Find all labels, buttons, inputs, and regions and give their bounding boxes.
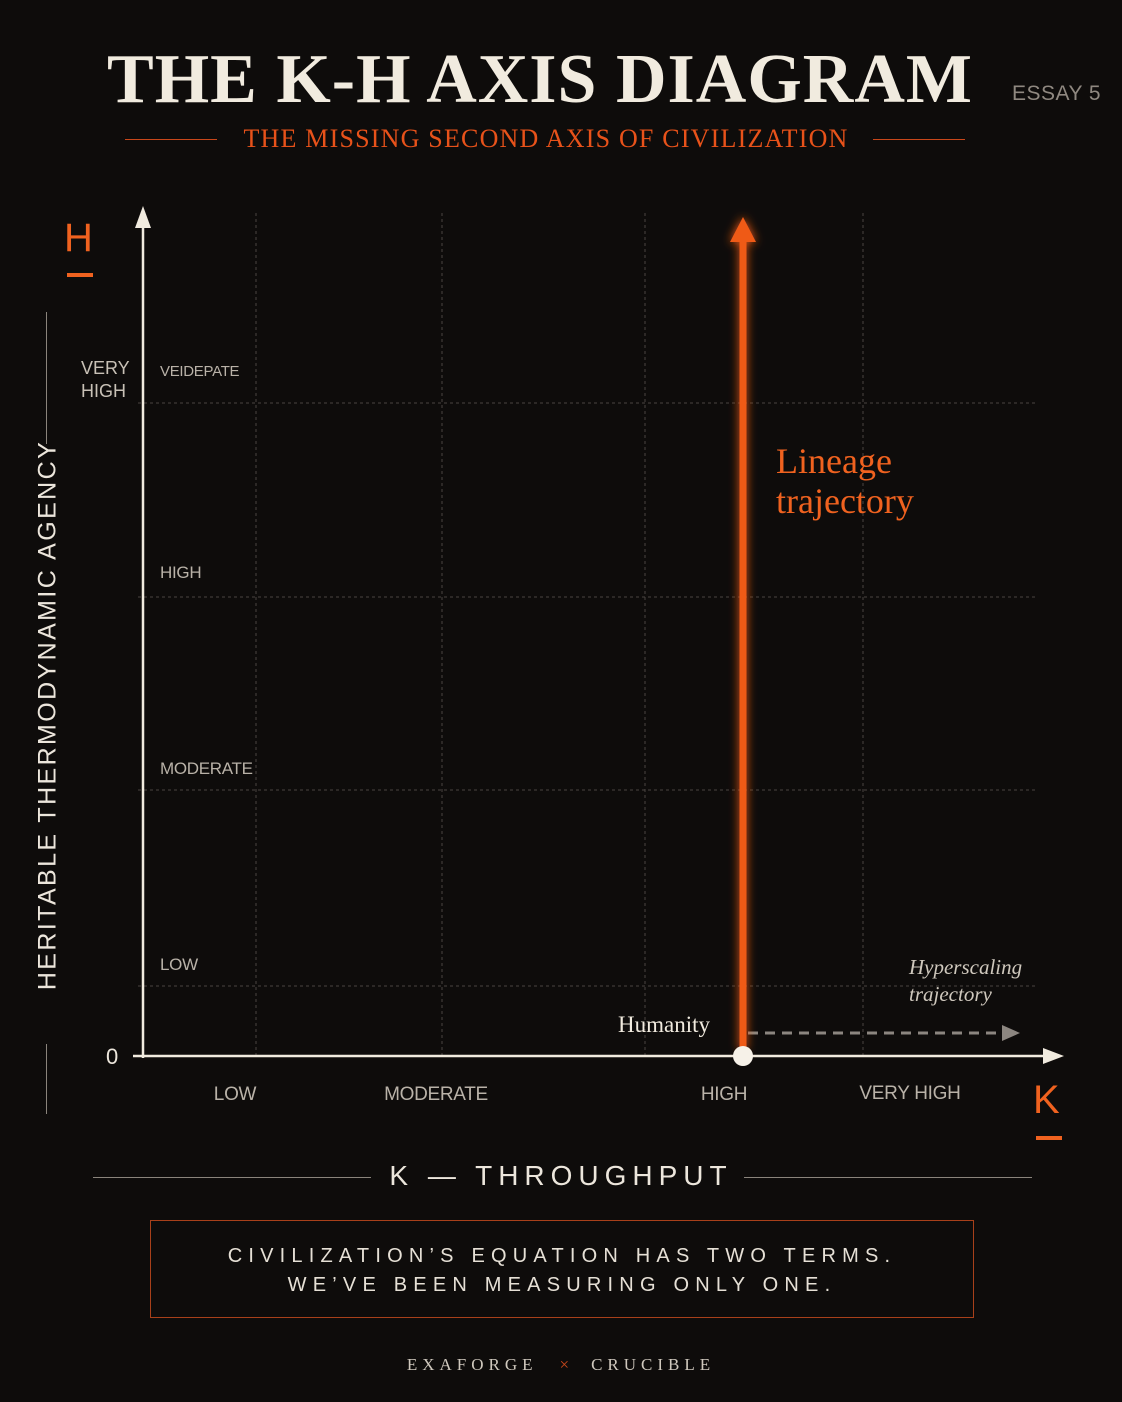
vertical-grid <box>255 213 864 1055</box>
lineage-trajectory <box>730 217 756 1050</box>
x-label-rule-right <box>744 1177 1032 1178</box>
h-axis-symbol: H <box>64 216 93 260</box>
y-axis-arrow <box>135 206 151 228</box>
page-title: THE K-H AXIS DIAGRAM <box>107 41 973 118</box>
k-axis-symbol: K <box>1033 1078 1060 1122</box>
y-label-rule-bottom <box>46 1044 47 1114</box>
y-label-rule-top <box>46 312 47 444</box>
lineage-label-line1: Lineage <box>776 441 892 481</box>
hyper-label-line2: trajectory <box>909 982 992 1006</box>
y-tick-very-high: VERY HIGH <box>81 358 130 401</box>
hyperscaling-arrow <box>1002 1025 1020 1041</box>
hyper-label-line1: Hyperscaling <box>909 955 1023 979</box>
humanity-label: Humanity <box>618 1012 710 1037</box>
lineage-label-line2: trajectory <box>776 481 914 521</box>
footer-crucible: CRUCIBLE <box>591 1355 716 1374</box>
x-label-rule-left <box>93 1177 371 1178</box>
y-tick-moderate: MODERATE <box>160 759 253 778</box>
x-tick-low: LOW <box>213 1084 257 1105</box>
x-axis-title: K — THROUGHPUT <box>389 1160 733 1191</box>
footer-exaforge: EXAFORGE <box>406 1355 538 1374</box>
y-axis-title-wrap: HERITABLE THERMODYNAMIC AGENCY <box>28 300 68 1130</box>
y-tick-low: LOW <box>160 955 198 974</box>
subtitle-rule-right <box>873 139 965 140</box>
h-symbol-underline <box>67 273 93 277</box>
humanity-point <box>733 1046 753 1066</box>
y-axis-title: HERITABLE THERMODYNAMIC AGENCY <box>33 439 62 991</box>
lineage-trajectory-label: Lineage trajectory <box>776 441 914 521</box>
footer-separator: × <box>559 1355 570 1374</box>
tagline-line1: CIVILIZATION’S EQUATION HAS TWO TERMS. <box>227 1245 897 1267</box>
x-tick-high: HIGH <box>700 1084 748 1105</box>
lineage-arrow <box>730 217 756 242</box>
tagline-box: CIVILIZATION’S EQUATION HAS TWO TERMS. W… <box>150 1220 974 1318</box>
origin-label: 0 <box>106 1044 119 1069</box>
subtitle-rule-left <box>125 139 217 140</box>
essay-label: ESSAY 5 <box>1012 82 1102 105</box>
y-tick-veidepate: VEIDEPATE <box>160 363 240 380</box>
hyperscaling-trajectory-label: Hyperscaling trajectory <box>909 954 1022 1008</box>
x-tick-moderate: MODERATE <box>384 1084 488 1105</box>
x-axis-arrow <box>1043 1048 1064 1064</box>
tagline-line2: WE’VE BEEN MEASURING ONLY ONE. <box>287 1274 837 1296</box>
y-tick-high: HIGH <box>160 563 202 582</box>
k-symbol-underline <box>1036 1136 1062 1140</box>
footer-brands: EXAFORGE × CRUCIBLE <box>0 1355 1122 1375</box>
page-subtitle: THE MISSING SECOND AXIS OF CIVILIZATION <box>243 124 849 153</box>
x-tick-very-high: VERY HIGH <box>859 1083 961 1104</box>
